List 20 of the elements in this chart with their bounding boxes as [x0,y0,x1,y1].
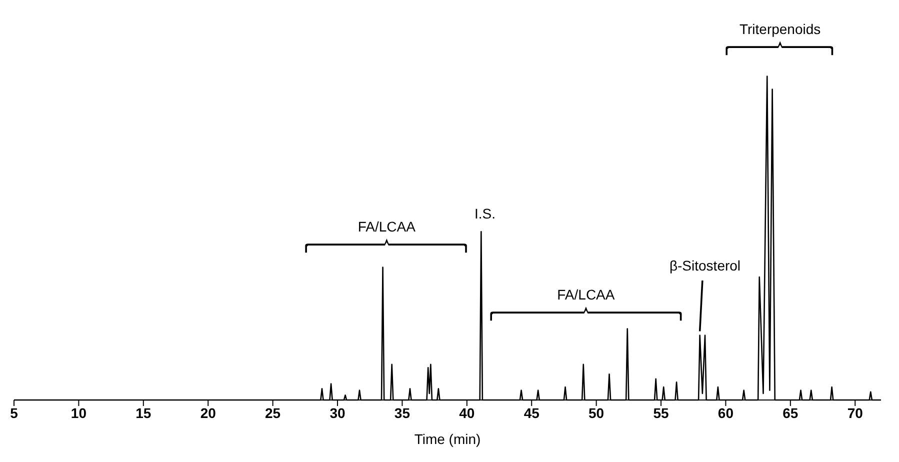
x-tick-label: 45 [524,404,540,421]
x-tick-label: 55 [653,404,670,421]
x-tick-label: 5 [10,404,18,421]
x-tick-label: 25 [265,404,281,421]
x-tick-label: 10 [70,404,87,421]
x-tick-label: 60 [718,404,734,421]
x-axis-title: Time (min) [414,431,481,447]
x-tick-label: 50 [588,404,604,421]
x-tick-label: 30 [330,404,346,421]
x-tick-label: 40 [459,404,475,421]
x-tick-label: 35 [394,404,410,421]
x-tick-label: 20 [200,404,216,421]
annotation: FA/LCAA [557,286,616,303]
annotation: I.S. [474,206,496,222]
x-tick-label: 65 [782,404,798,421]
annotation: β-Sitosterol [669,258,741,274]
x-tick-label: 15 [136,404,152,421]
x-tick-label: 70 [847,404,864,421]
annotation: FA/LCAA [358,218,416,235]
text: Triterpenoids [739,21,821,38]
